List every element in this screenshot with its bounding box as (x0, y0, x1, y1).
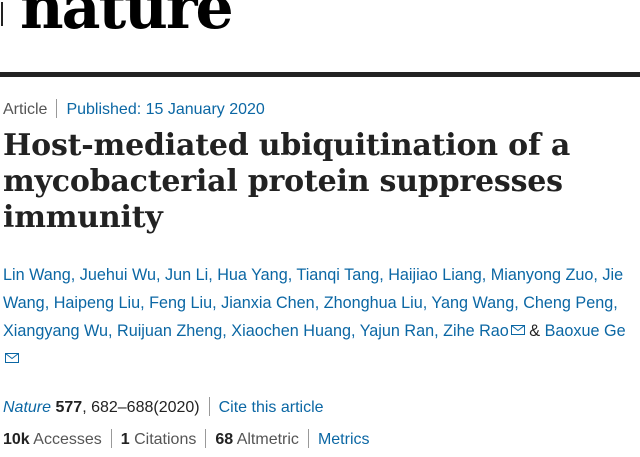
author-link[interactable]: Baoxue Ge (544, 322, 626, 340)
mail-icon[interactable] (510, 325, 525, 335)
accesses-label: Accesses (33, 431, 102, 448)
citation-line: Nature 577, 682–688(2020) Cite this artic… (3, 397, 324, 419)
author-link[interactable]: Haijiao Liang (388, 266, 482, 284)
authors-ampersand: & (529, 322, 541, 340)
journal-name[interactable]: Nature (3, 399, 52, 416)
published-date: Published: 15 January 2020 (66, 101, 265, 118)
journal-volume: 577 (55, 399, 83, 416)
metrics-divider (110, 429, 112, 448)
mail-icon[interactable] (5, 353, 19, 363)
author-link[interactable]: Ruijuan Zheng (117, 322, 223, 340)
author-link[interactable]: Xiangyang Wu (3, 322, 108, 340)
author-link[interactable]: Mianyong Zuo (490, 266, 594, 284)
meta-divider (56, 99, 58, 118)
citations-label: Citations (134, 431, 197, 448)
article-title: Host-mediated ubiquitination of a mycoba… (3, 128, 571, 235)
journal-pages: , 682–688(2020) (82, 399, 200, 416)
metrics-link[interactable]: Metrics (317, 431, 370, 448)
author-link[interactable]: Yang Wang (431, 294, 515, 312)
nature-logo[interactable]: nature (20, 0, 234, 43)
cite-this-article-link[interactable]: Cite this article (218, 399, 324, 416)
edge-divider (1, 2, 3, 26)
author-link[interactable]: Lin Wang (3, 266, 71, 284)
author-list: Lin Wang, Juehui Wu, Jun Li, Hua Yang, T… (3, 261, 635, 373)
accesses-count: 10k (3, 431, 30, 448)
article-meta: Article Published: 15 January 2020 (3, 99, 265, 121)
metrics-divider (307, 429, 309, 448)
author-link[interactable]: Jie Wang (3, 266, 624, 312)
masthead: nature (0, 0, 640, 74)
masthead-rule (0, 72, 640, 77)
author-link[interactable]: Zhonghua Liu (323, 294, 423, 312)
altmetric-count: 68 (215, 431, 234, 448)
author-link[interactable]: Haipeng Liu (53, 294, 141, 312)
author-link[interactable]: Tianqi Tang (296, 266, 380, 284)
article-type: Article (3, 101, 48, 118)
citations-count: 1 (120, 431, 130, 448)
author-link[interactable]: Yajun Ran (359, 322, 435, 340)
citation-divider (208, 397, 210, 416)
author-link[interactable]: Feng Liu (149, 294, 213, 312)
metrics-divider (205, 429, 207, 448)
author-link[interactable]: Hua Yang (217, 266, 288, 284)
metrics-bar: 10k Accesses 1 Citations 68 Altmetric Metri… (3, 429, 370, 451)
author-link[interactable]: Jianxia Chen (221, 294, 315, 312)
author-link[interactable]: Cheng Peng (523, 294, 614, 312)
author-link[interactable]: Juehui Wu (79, 266, 156, 284)
author-link[interactable]: Xiaochen Huang (231, 322, 351, 340)
altmetric-label: Altmetric (236, 431, 299, 448)
author-link[interactable]: Zihe Rao (443, 322, 509, 340)
author-link[interactable]: Jun Li (164, 266, 209, 284)
